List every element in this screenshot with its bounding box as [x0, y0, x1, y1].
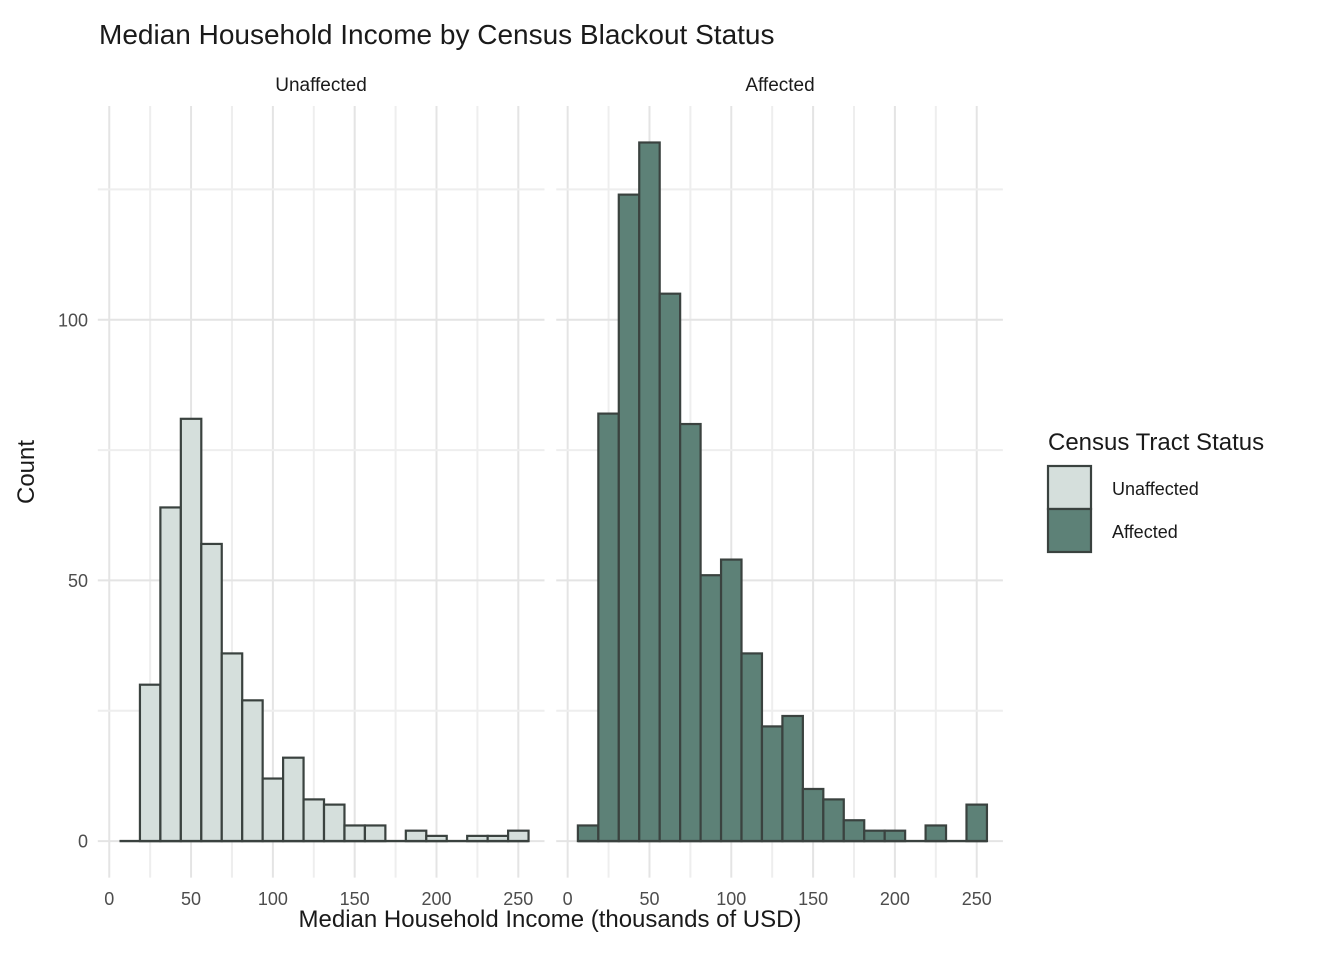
x-tick-label: 50 [639, 889, 659, 909]
x-tick-label: 150 [340, 889, 370, 909]
x-tick-label: 100 [716, 889, 746, 909]
facet-label-unaffected: Unaffected [275, 75, 367, 96]
facet-label-affected: Affected [745, 75, 814, 96]
x-tick-label: 150 [798, 889, 828, 909]
x-tick-label: 250 [503, 889, 533, 909]
legend: Census Tract Status Unaffected Affected [1046, 429, 1264, 554]
histogram-bar [699, 574, 723, 843]
x-tick-label: 250 [962, 889, 992, 909]
histogram-bar [363, 824, 387, 843]
y-tick-label: 100 [58, 310, 88, 330]
histogram-bar [404, 829, 428, 843]
histogram-bar [883, 829, 907, 843]
histogram-bar [781, 714, 804, 843]
histogram-bar [200, 542, 223, 843]
histogram-bar [576, 824, 600, 843]
legend-swatch-affected [1046, 507, 1093, 554]
histogram-bar [343, 824, 367, 843]
histogram-bar [679, 422, 702, 843]
histogram-bar [138, 683, 162, 843]
histogram-bar [801, 787, 825, 843]
y-tick-label: 0 [78, 832, 88, 852]
legend-title: Census Tract Status [1048, 429, 1264, 456]
histogram-bar [179, 417, 203, 843]
x-axis-title: Median Household Income (thousands of US… [299, 906, 802, 933]
histogram-bar [617, 193, 641, 843]
x-tick-label: 100 [258, 889, 288, 909]
histogram-bar [241, 699, 264, 843]
histogram-bar [159, 506, 182, 843]
histogram-bar [638, 141, 661, 843]
histogram-bar [863, 829, 886, 843]
histogram-bar [261, 777, 285, 843]
tick-labels-layer: 0 50 100 0 50 100 150 200 250 0 50 100 150 200 250 [58, 310, 992, 909]
histogram-bar [597, 412, 620, 843]
chart-title: Median Household Income by Census Blacko… [99, 19, 775, 50]
histogram-bar [760, 725, 784, 843]
y-axis-title: Count [13, 440, 40, 504]
histogram-bar [719, 558, 743, 843]
histogram-bar [220, 652, 244, 843]
histogram-bar [658, 292, 682, 843]
histogram-bar [506, 829, 530, 843]
y-tick-label: 50 [68, 571, 88, 591]
histogram-bar [842, 819, 866, 843]
histogram-bar [740, 652, 764, 843]
bars-layer [138, 141, 989, 843]
histogram-bar [822, 798, 845, 843]
x-tick-label: 200 [880, 889, 910, 909]
histogram-bar [965, 803, 989, 843]
histogram-bar [924, 824, 948, 843]
histogram-bar [282, 756, 305, 843]
histogram-bar [322, 803, 346, 843]
x-tick-label: 200 [421, 889, 451, 909]
legend-swatch-unaffected [1046, 464, 1093, 511]
histogram-bar [302, 798, 326, 843]
x-tick-label: 0 [563, 889, 573, 909]
legend-label-unaffected: Unaffected [1112, 479, 1199, 499]
x-tick-label: 0 [104, 889, 114, 909]
legend-label-affected: Affected [1112, 522, 1178, 542]
x-tick-label: 50 [181, 889, 201, 909]
